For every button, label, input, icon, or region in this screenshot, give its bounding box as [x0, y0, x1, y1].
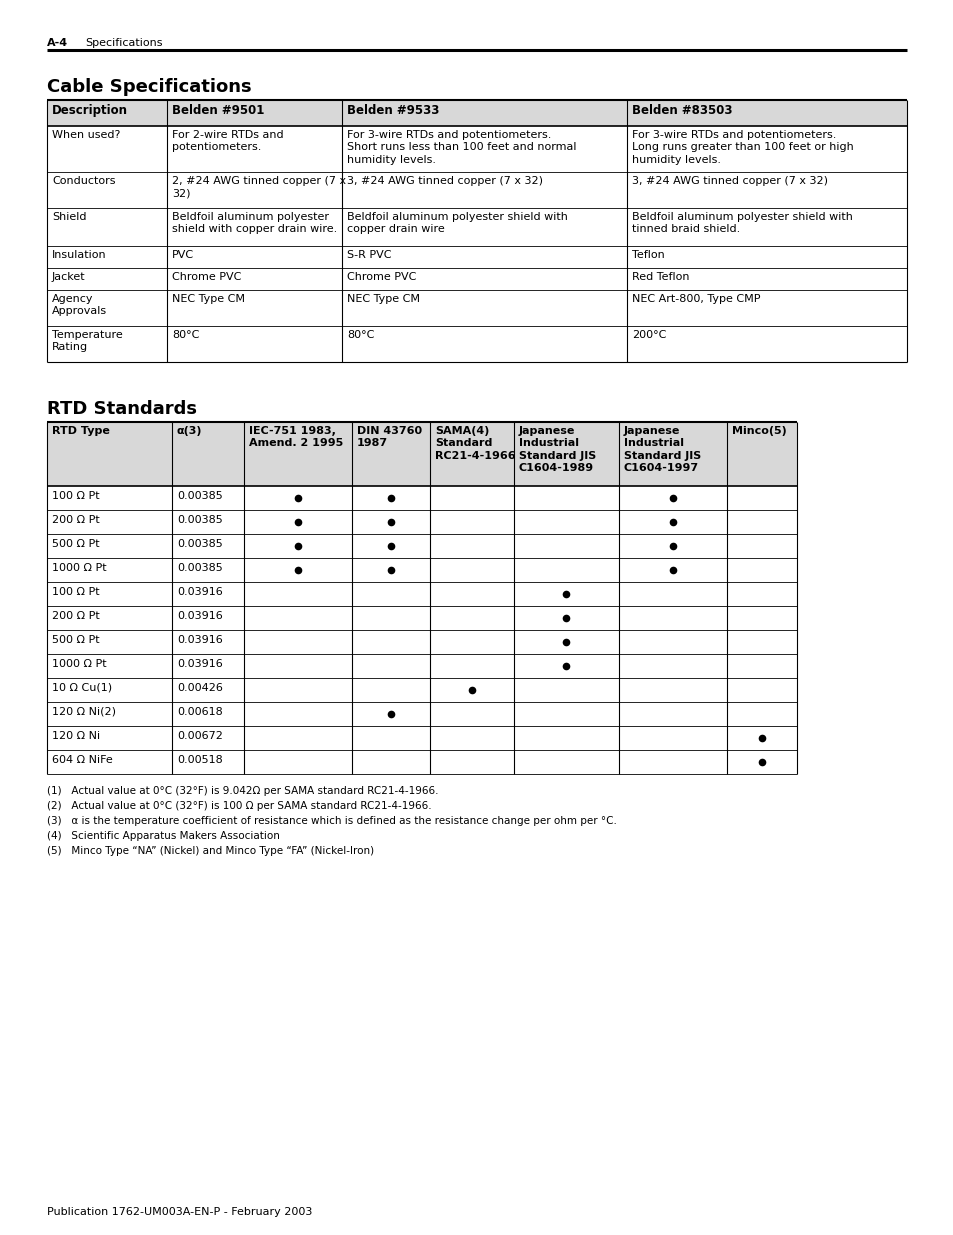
Text: A-4: A-4: [47, 38, 68, 48]
Text: (3)   α is the temperature coefficient of resistance which is defined as the res: (3) α is the temperature coefficient of …: [47, 816, 617, 826]
Text: Belden #9501: Belden #9501: [172, 104, 264, 117]
Text: Beldfoil aluminum polyester shield with
tinned braid shield.: Beldfoil aluminum polyester shield with …: [631, 212, 852, 235]
Text: 1000 Ω Pt: 1000 Ω Pt: [52, 563, 107, 573]
Text: 100 Ω Pt: 100 Ω Pt: [52, 492, 99, 501]
Text: Cable Specifications: Cable Specifications: [47, 78, 252, 96]
Text: Beldfoil aluminum polyester shield with
copper drain wire: Beldfoil aluminum polyester shield with …: [347, 212, 567, 235]
Text: NEC Art-800, Type CMP: NEC Art-800, Type CMP: [631, 294, 760, 304]
Text: Specifications: Specifications: [85, 38, 162, 48]
Text: Agency
Approvals: Agency Approvals: [52, 294, 107, 316]
Text: 80°C: 80°C: [347, 330, 374, 340]
Text: 3, #24 AWG tinned copper (7 x 32): 3, #24 AWG tinned copper (7 x 32): [347, 177, 542, 186]
Text: Insulation: Insulation: [52, 249, 107, 261]
Text: 0.00426: 0.00426: [177, 683, 223, 693]
Text: 500 Ω Pt: 500 Ω Pt: [52, 635, 99, 645]
Text: 200 Ω Pt: 200 Ω Pt: [52, 611, 100, 621]
Text: IEC-751 1983,
Amend. 2 1995: IEC-751 1983, Amend. 2 1995: [249, 426, 343, 448]
Text: Red Teflon: Red Teflon: [631, 272, 689, 282]
Text: NEC Type CM: NEC Type CM: [172, 294, 245, 304]
Text: Japanese
Industrial
Standard JIS
C1604-1989: Japanese Industrial Standard JIS C1604-1…: [518, 426, 596, 473]
Text: 120 Ω Ni: 120 Ω Ni: [52, 731, 100, 741]
Text: SAMA(4)
Standard
RC21-4-1966: SAMA(4) Standard RC21-4-1966: [435, 426, 515, 461]
Bar: [47, 100, 906, 126]
Text: 0.00385: 0.00385: [177, 515, 222, 525]
Text: (4)   Scientific Apparatus Makers Association: (4) Scientific Apparatus Makers Associat…: [47, 831, 279, 841]
Text: 0.00618: 0.00618: [177, 706, 222, 718]
Text: Minco(5): Minco(5): [731, 426, 786, 436]
Text: (1)   Actual value at 0°C (32°F) is 9.042Ω per SAMA standard RC21-4-1966.: (1) Actual value at 0°C (32°F) is 9.042Ω…: [47, 785, 438, 797]
Text: For 3-wire RTDs and potentiometers.
Long runs greater than 100 feet or high
humi: For 3-wire RTDs and potentiometers. Long…: [631, 130, 853, 164]
Text: 3, #24 AWG tinned copper (7 x 32): 3, #24 AWG tinned copper (7 x 32): [631, 177, 827, 186]
Text: Temperature
Rating: Temperature Rating: [52, 330, 123, 352]
Text: Chrome PVC: Chrome PVC: [172, 272, 241, 282]
Text: 0.00385: 0.00385: [177, 492, 222, 501]
Text: RTD Standards: RTD Standards: [47, 400, 196, 417]
Text: 0.03916: 0.03916: [177, 659, 222, 669]
Text: S-R PVC: S-R PVC: [347, 249, 391, 261]
Text: For 3-wire RTDs and potentiometers.
Short runs less than 100 feet and normal
hum: For 3-wire RTDs and potentiometers. Shor…: [347, 130, 576, 164]
Text: Publication 1762-UM003A-EN-P - February 2003: Publication 1762-UM003A-EN-P - February …: [47, 1207, 312, 1216]
Text: 604 Ω NiFe: 604 Ω NiFe: [52, 755, 112, 764]
Text: Chrome PVC: Chrome PVC: [347, 272, 416, 282]
Text: (2)   Actual value at 0°C (32°F) is 100 Ω per SAMA standard RC21-4-1966.: (2) Actual value at 0°C (32°F) is 100 Ω …: [47, 802, 431, 811]
Text: 1000 Ω Pt: 1000 Ω Pt: [52, 659, 107, 669]
Text: Jacket: Jacket: [52, 272, 86, 282]
Text: 100 Ω Pt: 100 Ω Pt: [52, 587, 99, 597]
Text: 0.00518: 0.00518: [177, 755, 222, 764]
Text: α(3): α(3): [177, 426, 202, 436]
Text: 200 Ω Pt: 200 Ω Pt: [52, 515, 100, 525]
Text: 2, #24 AWG tinned copper (7 x
32): 2, #24 AWG tinned copper (7 x 32): [172, 177, 346, 199]
Text: 0.03916: 0.03916: [177, 611, 222, 621]
Text: For 2-wire RTDs and
potentiometers.: For 2-wire RTDs and potentiometers.: [172, 130, 283, 152]
Text: Description: Description: [52, 104, 128, 117]
Text: When used?: When used?: [52, 130, 120, 140]
Text: 0.00672: 0.00672: [177, 731, 223, 741]
Text: 10 Ω Cu(1): 10 Ω Cu(1): [52, 683, 112, 693]
Text: 0.03916: 0.03916: [177, 635, 222, 645]
Text: Conductors: Conductors: [52, 177, 115, 186]
Text: Teflon: Teflon: [631, 249, 664, 261]
Text: Belden #83503: Belden #83503: [631, 104, 732, 117]
Bar: [47, 422, 796, 487]
Text: 0.00385: 0.00385: [177, 563, 222, 573]
Text: 80°C: 80°C: [172, 330, 199, 340]
Text: RTD Type: RTD Type: [52, 426, 110, 436]
Text: Shield: Shield: [52, 212, 87, 222]
Text: (5)   Minco Type “NA” (Nickel) and Minco Type “FA” (Nickel-Iron): (5) Minco Type “NA” (Nickel) and Minco T…: [47, 846, 374, 856]
Text: Japanese
Industrial
Standard JIS
C1604-1997: Japanese Industrial Standard JIS C1604-1…: [623, 426, 700, 473]
Text: Beldfoil aluminum polyester
shield with copper drain wire.: Beldfoil aluminum polyester shield with …: [172, 212, 337, 235]
Text: NEC Type CM: NEC Type CM: [347, 294, 419, 304]
Text: 120 Ω Ni(2): 120 Ω Ni(2): [52, 706, 116, 718]
Text: 500 Ω Pt: 500 Ω Pt: [52, 538, 99, 550]
Text: Belden #9533: Belden #9533: [347, 104, 439, 117]
Text: 0.00385: 0.00385: [177, 538, 222, 550]
Text: PVC: PVC: [172, 249, 193, 261]
Text: 200°C: 200°C: [631, 330, 666, 340]
Text: DIN 43760
1987: DIN 43760 1987: [356, 426, 421, 448]
Text: 0.03916: 0.03916: [177, 587, 222, 597]
